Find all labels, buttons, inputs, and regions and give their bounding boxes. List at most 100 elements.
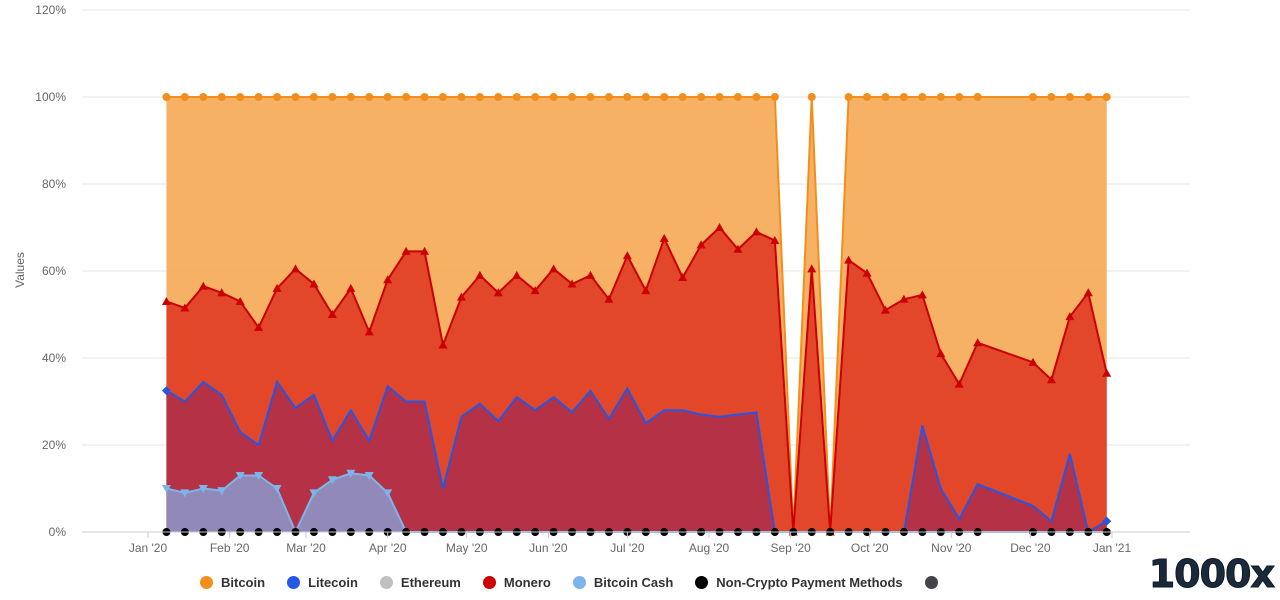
monero-point[interactable] — [290, 264, 300, 273]
legend-item-bitcoin[interactable]: Bitcoin — [200, 575, 265, 590]
monero-point[interactable] — [973, 338, 983, 347]
bitcoin-point[interactable] — [217, 93, 226, 101]
monero-point[interactable] — [770, 236, 780, 245]
monero-point[interactable] — [641, 286, 651, 295]
bitcoin-point[interactable] — [383, 93, 392, 101]
bitcoin-point[interactable] — [1102, 93, 1111, 101]
bitcoin-point[interactable] — [881, 93, 890, 101]
monero-point[interactable] — [272, 283, 282, 292]
bitcoin-point[interactable] — [475, 93, 484, 101]
monero-point[interactable] — [862, 268, 872, 277]
bitcoin-point[interactable] — [623, 93, 632, 101]
monero-point[interactable] — [751, 227, 761, 236]
bitcoin-point[interactable] — [844, 93, 853, 101]
bitcoin-cash-point[interactable] — [327, 476, 337, 485]
monero-point[interactable] — [1083, 288, 1093, 297]
bitcoin-point[interactable] — [752, 93, 761, 101]
bitcoin-point[interactable] — [512, 93, 521, 101]
monero-point[interactable] — [954, 379, 964, 388]
monero-point[interactable] — [512, 270, 522, 279]
monero-point[interactable] — [364, 327, 374, 336]
bitcoin-point[interactable] — [236, 93, 245, 101]
bitcoin-point[interactable] — [1028, 93, 1037, 101]
bitcoin-point[interactable] — [733, 93, 742, 101]
monero-point[interactable] — [1102, 368, 1112, 377]
monero-point[interactable] — [604, 294, 614, 303]
monero-point[interactable] — [254, 323, 264, 332]
bitcoin-cash-point[interactable] — [309, 489, 319, 498]
bitcoin-point[interactable] — [660, 93, 669, 101]
legend-item-monero[interactable]: Monero — [482, 575, 551, 590]
monero-point[interactable] — [401, 246, 411, 255]
bitcoin-point[interactable] — [863, 93, 872, 101]
bitcoin-point[interactable] — [494, 93, 503, 101]
monero-point[interactable] — [1046, 375, 1056, 384]
bitcoin-point[interactable] — [568, 93, 577, 101]
monero-point[interactable] — [696, 240, 706, 249]
monero-point[interactable] — [733, 244, 743, 253]
bitcoin-cash-point[interactable] — [272, 485, 282, 493]
legend-item-ethereum[interactable]: Ethereum — [379, 575, 461, 590]
bitcoin-point[interactable] — [438, 93, 447, 101]
monero-point[interactable] — [235, 296, 245, 305]
bitcoin-point[interactable] — [1065, 93, 1074, 101]
bitcoin-point[interactable] — [162, 93, 171, 101]
bitcoin-point[interactable] — [715, 93, 724, 101]
bitcoin-point[interactable] — [807, 93, 816, 101]
monero-point[interactable] — [346, 283, 356, 292]
monero-point[interactable] — [456, 292, 466, 301]
monero-point[interactable] — [530, 286, 540, 295]
bitcoin-point[interactable] — [586, 93, 595, 101]
bitcoin-point[interactable] — [346, 93, 355, 101]
bitcoin-point[interactable] — [918, 93, 927, 101]
bitcoin-point[interactable] — [531, 93, 540, 101]
monero-point[interactable] — [1028, 357, 1038, 366]
monero-point[interactable] — [475, 270, 485, 279]
monero-point[interactable] — [217, 288, 227, 297]
monero-point[interactable] — [844, 255, 854, 264]
bitcoin-cash-point[interactable] — [198, 485, 208, 493]
bitcoin-cash-point[interactable] — [217, 487, 227, 496]
legend-item-litecoin[interactable]: Litecoin — [287, 575, 358, 590]
bitcoin-point[interactable] — [328, 93, 337, 101]
bitcoin-point[interactable] — [641, 93, 650, 101]
bitcoin-point[interactable] — [899, 93, 908, 101]
monero-point[interactable] — [198, 281, 208, 290]
monero-point[interactable] — [438, 340, 448, 349]
bitcoin-point[interactable] — [770, 93, 779, 101]
monero-point[interactable] — [678, 273, 688, 282]
bitcoin-point[interactable] — [549, 93, 558, 101]
monero-point[interactable] — [807, 264, 817, 273]
monero-point[interactable] — [420, 246, 430, 255]
monero-point[interactable] — [493, 288, 503, 297]
bitcoin-point[interactable] — [309, 93, 318, 101]
monero-point[interactable] — [880, 305, 890, 314]
bitcoin-point[interactable] — [955, 93, 964, 101]
monero-point[interactable] — [327, 310, 337, 318]
bitcoin-point[interactable] — [457, 93, 466, 101]
bitcoin-point[interactable] — [291, 93, 300, 101]
bitcoin-point[interactable] — [402, 93, 411, 101]
bitcoin-cash-point[interactable] — [254, 471, 264, 480]
legend-item-bitcoin-cash[interactable]: Bitcoin Cash — [572, 575, 673, 590]
monero-point[interactable] — [309, 279, 319, 288]
bitcoin-point[interactable] — [420, 93, 429, 101]
monero-point[interactable] — [161, 296, 171, 305]
bitcoin-point[interactable] — [365, 93, 374, 101]
legend-item-other[interactable] — [924, 575, 938, 589]
bitcoin-point[interactable] — [936, 93, 945, 101]
bitcoin-cash-point[interactable] — [364, 471, 374, 480]
bitcoin-point[interactable] — [678, 93, 687, 101]
bitcoin-cash-point[interactable] — [235, 471, 245, 480]
litecoin-point[interactable] — [161, 386, 171, 396]
bitcoin-point[interactable] — [254, 93, 263, 101]
monero-point[interactable] — [917, 290, 927, 299]
monero-point[interactable] — [567, 279, 577, 288]
bitcoin-point[interactable] — [180, 93, 189, 101]
monero-point[interactable] — [715, 223, 725, 231]
monero-point[interactable] — [585, 270, 595, 279]
bitcoin-cash-point[interactable] — [383, 489, 393, 498]
monero-point[interactable] — [383, 275, 393, 284]
monero-point[interactable] — [659, 233, 669, 242]
litecoin-point[interactable] — [1102, 516, 1112, 526]
